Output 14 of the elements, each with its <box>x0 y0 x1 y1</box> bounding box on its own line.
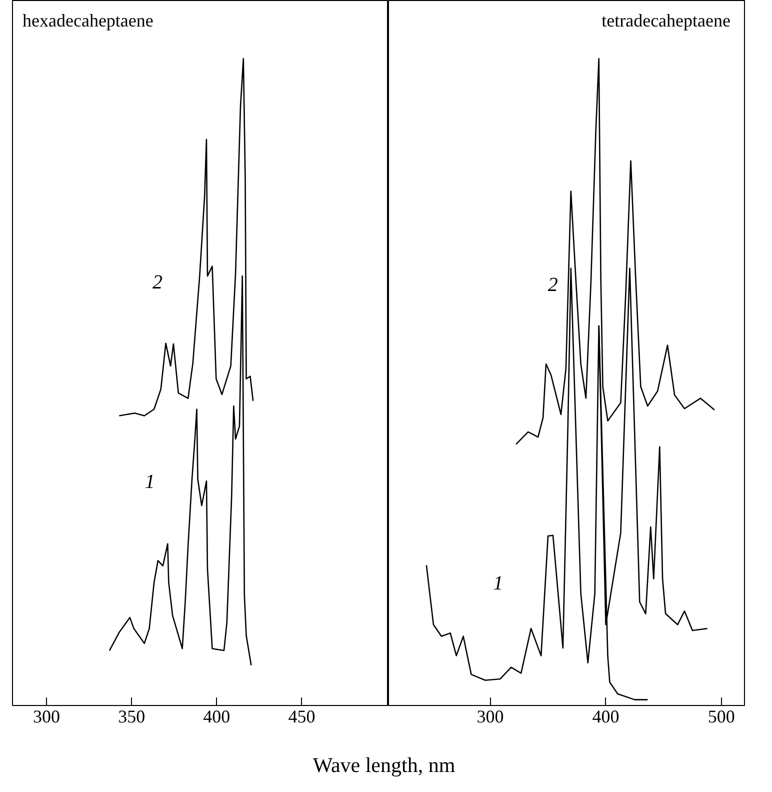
series-label: 1 <box>144 471 155 494</box>
x-tick-label: 300 <box>33 706 60 726</box>
x-tick-label: 300 <box>476 706 504 726</box>
x-tick-label: 350 <box>118 706 146 726</box>
x-tick-label: 500 <box>708 706 735 726</box>
x-tick-label: 400 <box>592 706 620 726</box>
text: 1 <box>493 572 504 595</box>
x-tick-label: 400 <box>203 706 230 726</box>
series-label: 2 <box>152 271 163 294</box>
series-label: 2 <box>548 274 558 296</box>
chart-title: tetradecaheptaene <box>602 10 731 30</box>
x-axis-title: Wave length, nm <box>312 752 456 779</box>
x-tick-label: 450 <box>288 706 316 726</box>
chart-title: hexadecaheptaene <box>22 10 154 30</box>
